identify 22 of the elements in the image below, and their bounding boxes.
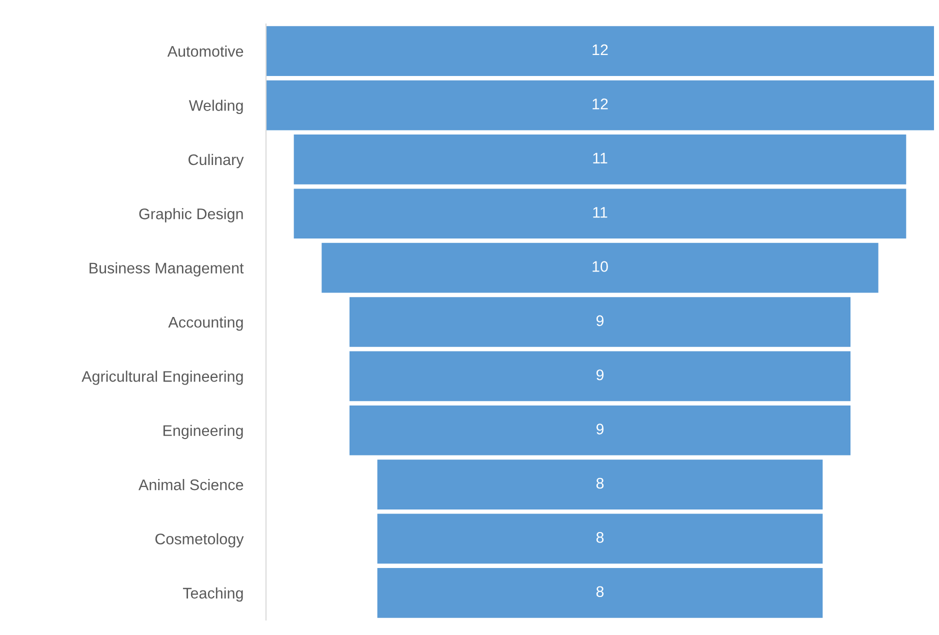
- data-label: 9: [596, 424, 604, 434]
- category-label: Automotive: [167, 46, 244, 57]
- data-label: 11: [593, 207, 608, 218]
- category-label: Cosmetology: [155, 533, 244, 548]
- category-label: Culinary: [188, 154, 244, 168]
- category-label: Accounting: [168, 316, 243, 331]
- data-label: 8: [596, 586, 604, 598]
- category-label: Agricultural Engineering: [82, 370, 243, 385]
- data-label: 12: [592, 44, 608, 56]
- category-label: Business Management: [90, 262, 244, 277]
- data-label: 8: [596, 478, 604, 489]
- category-label: Teaching: [182, 587, 243, 602]
- data-label: 11: [593, 152, 608, 164]
- category-label: Graphic Design: [139, 208, 243, 222]
- data-label: 8: [596, 532, 604, 543]
- category-label: Engineering: [163, 424, 243, 440]
- data-label: 9: [596, 315, 604, 326]
- data-label: 10: [592, 261, 608, 272]
- category-label: Welding: [188, 100, 243, 114]
- data-label: 9: [596, 369, 604, 380]
- category-label: Animal Science: [138, 479, 244, 490]
- data-label: 12: [592, 98, 608, 110]
